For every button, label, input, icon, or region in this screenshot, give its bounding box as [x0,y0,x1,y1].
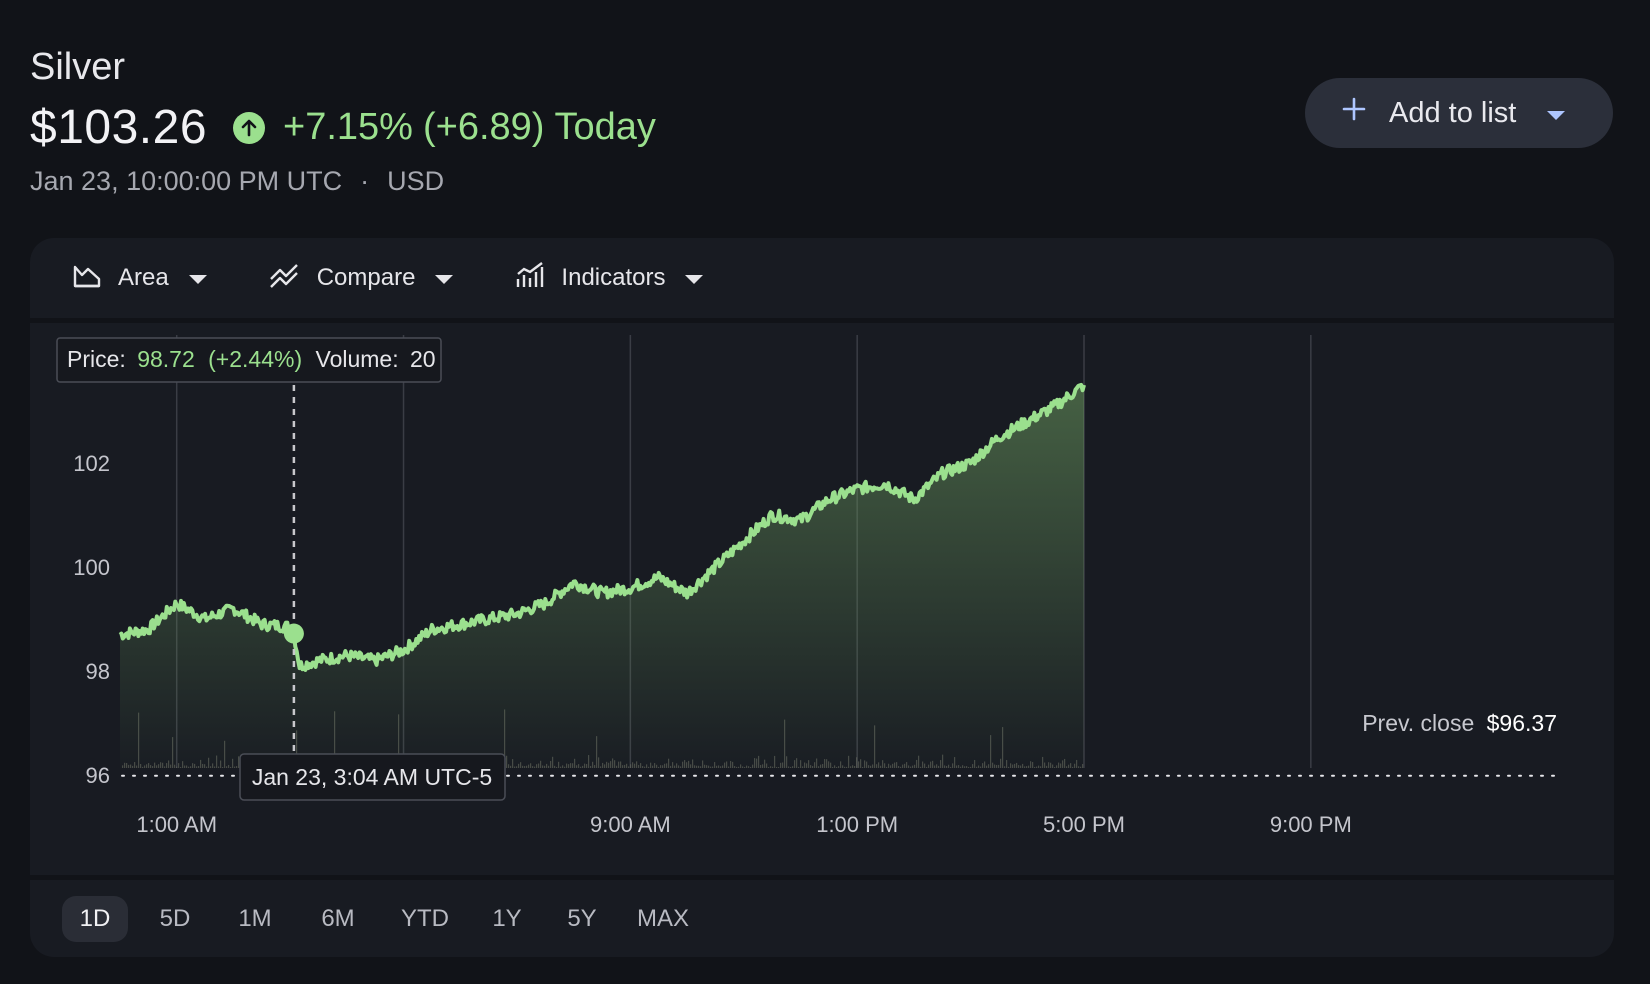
arrow-up-icon [233,111,266,144]
current-price: $103.26 [30,101,208,154]
chevron-down-icon [1546,97,1566,130]
tooltip-price-value: 98.72 [137,346,195,372]
x-tick-label: 1:00 AM [136,812,217,837]
x-tick-label: 1:00 PM [816,812,898,837]
prev-close-text: Prev. close [1362,710,1474,736]
time-tooltip: Jan 23, 3:04 AM UTC-5 [239,753,506,801]
price-area [120,384,1084,768]
chevron-down-icon [435,264,454,292]
indicators-icon [515,261,545,296]
add-to-list-button[interactable]: Add to list [1305,78,1613,148]
change-percent: +7.15% [283,106,413,148]
svg-text:Price: 98.72 (: Price: 98.72 (+2.44%) Volume: 20 [67,346,436,372]
price-tooltip: Price: 98.72 (+2.44%) Volume: 20 [56,337,442,383]
chart-svg[interactable]: 96 98 100 102 1:00 AM 9:00 AM 1:00 PM 5:00 PM 9… [30,323,1614,875]
y-tick-label: 102 [73,451,110,476]
change-period: Today [554,106,656,148]
compare-dropdown[interactable]: Compare [269,261,454,296]
quote-currency: USD [387,166,445,196]
range-button-1y[interactable]: 1Y [492,905,522,932]
tooltip-volume-label: Volume: [316,346,399,372]
chart-type-dropdown[interactable]: Area [72,261,207,296]
range-button-6m[interactable]: 6M [321,905,355,932]
area-chart-icon [72,261,102,296]
tooltip-time: Jan 23, 3:04 AM UTC-5 [252,764,492,790]
range-button-5d[interactable]: 5D [159,905,191,932]
meta-separator: · [360,166,370,196]
range-button-1m[interactable]: 1M [238,905,272,932]
compare-icon [269,261,301,296]
compare-label: Compare [316,264,416,291]
tooltip-price-label: Price: [67,346,126,372]
prev-close-label: Prev. close $96.37 [1362,710,1557,736]
add-to-list-label: Add to list [1389,96,1517,129]
x-tick-label: 9:00 AM [590,812,671,837]
chart-toolbar: Area Compare Indicators [30,238,1614,318]
change-absolute: (+6.89) [422,106,545,148]
range-button-max[interactable]: MAX [636,905,689,932]
hover-point [283,623,304,644]
range-button-1d[interactable]: 1D [62,896,128,942]
tooltip-price-change: (+2.44%) [208,346,302,372]
y-tick-label: 100 [73,555,110,580]
tooltip-volume-value: 20 [410,346,436,372]
chevron-down-icon [188,264,207,292]
range-selector: 1D 5D 1M 6M YTD 1Y 5Y MAX [30,880,1614,957]
price-change: +7.15% (+6.89) Today [233,106,656,149]
svg-text:Prev. close $96.37: Prev. close $96.37 [1362,710,1557,736]
indicators-label: Indicators [561,264,666,291]
chart-type-label: Area [118,264,169,291]
x-tick-label: 9:00 PM [1270,812,1352,837]
price-chart[interactable]: 96 98 100 102 1:00 AM 9:00 AM 1:00 PM 5:00 PM 9… [30,323,1614,875]
prev-close-value: $96.37 [1487,710,1557,736]
indicators-dropdown[interactable]: Indicators [515,261,704,296]
x-tick-label: 5:00 PM [1043,812,1125,837]
y-tick-label: 96 [86,763,110,788]
asset-title: Silver [30,46,126,88]
chevron-down-icon [685,264,704,292]
price-row: $103.26 +7.15% (+6.89) Today [30,100,656,155]
range-button-ytd[interactable]: YTD [401,905,449,932]
quote-timestamp: Jan 23, 10:00:00 PM UTC [30,166,343,196]
range-button-5y[interactable]: 5Y [567,905,597,932]
y-tick-label: 98 [86,659,110,684]
quote-meta: Jan 23, 10:00:00 PM UTC · USD [30,166,444,197]
plus-icon [1341,96,1367,130]
price-line [118,382,1086,672]
